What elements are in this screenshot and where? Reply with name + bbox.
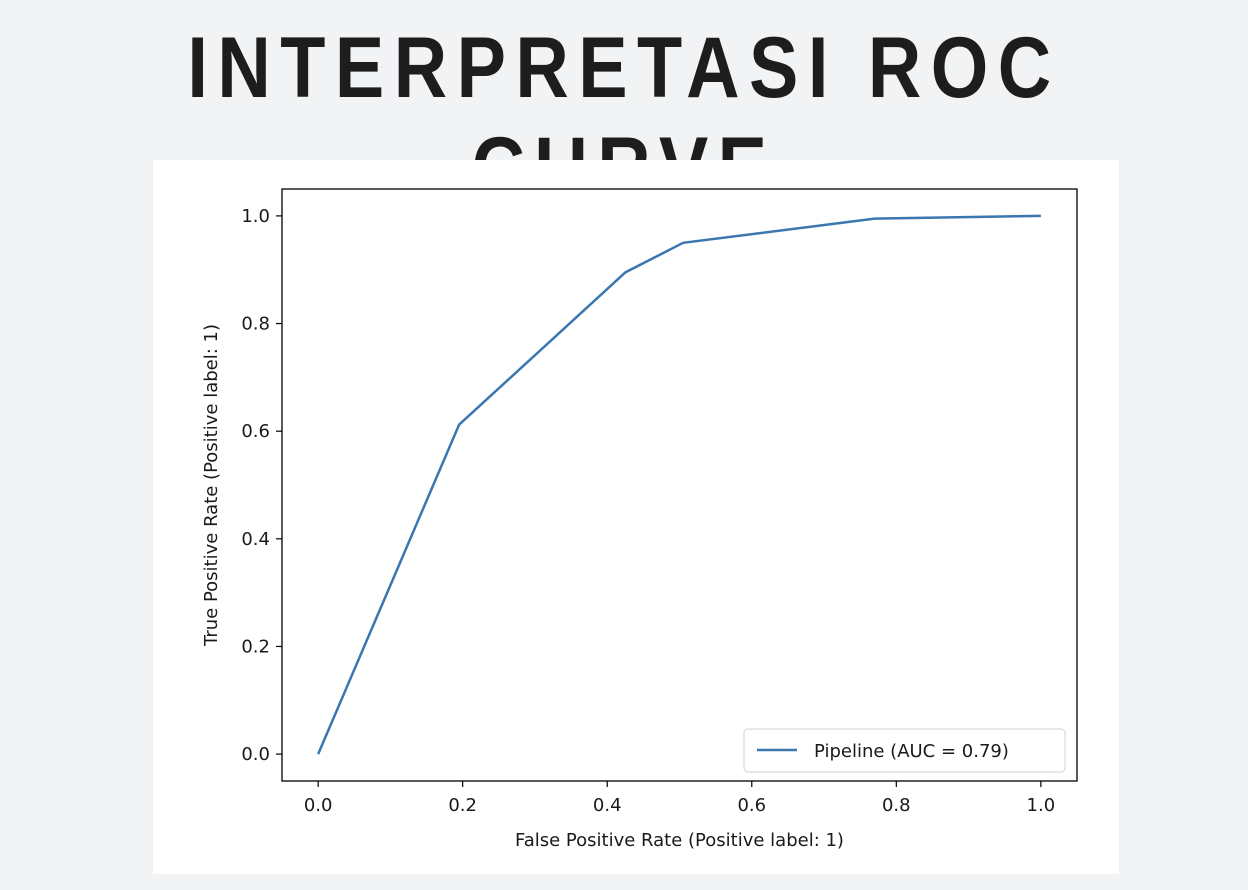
y-tick-label: 0.2	[241, 636, 270, 657]
y-axis-label: True Positive Rate (Positive label: 1)	[201, 324, 222, 647]
y-tick-label: 0.8	[241, 314, 270, 335]
legend-label: Pipeline (AUC = 0.79)	[814, 741, 1009, 762]
x-ticks: 0.0 0.2 0.4 0.6 0.8 1.0	[304, 781, 1055, 816]
x-tick-label: 0.6	[737, 795, 766, 816]
plot-frame	[281, 188, 1078, 782]
x-tick-label: 0.2	[448, 795, 477, 816]
y-tick-label: 1.0	[241, 206, 270, 227]
chart-card: 0.0 0.2 0.4 0.6 0.8 1.0 0.0 0.2 0.4 0.6 0.8 1.0 Fa…	[153, 160, 1119, 874]
x-axis-label: False Positive Rate (Positive label: 1)	[515, 830, 844, 851]
y-tick-label: 0.6	[241, 421, 270, 442]
y-tick-label: 0.0	[241, 744, 270, 765]
series-line-pipeline	[316, 214, 1041, 755]
x-tick-label: 1.0	[1027, 795, 1056, 816]
x-tick-label: 0.4	[593, 795, 622, 816]
series-layer	[316, 214, 1041, 755]
y-ticks: 0.0 0.2 0.4 0.6 0.8 1.0	[241, 206, 282, 765]
y-tick-label: 0.4	[241, 529, 270, 550]
x-tick-label: 0.0	[304, 795, 333, 816]
roc-chart: 0.0 0.2 0.4 0.6 0.8 1.0 0.0 0.2 0.4 0.6 0.8 1.0 Fa…	[201, 188, 1078, 851]
legend: Pipeline (AUC = 0.79)	[743, 728, 1066, 773]
legend-box	[743, 728, 1066, 773]
x-tick-label: 0.8	[882, 795, 911, 816]
